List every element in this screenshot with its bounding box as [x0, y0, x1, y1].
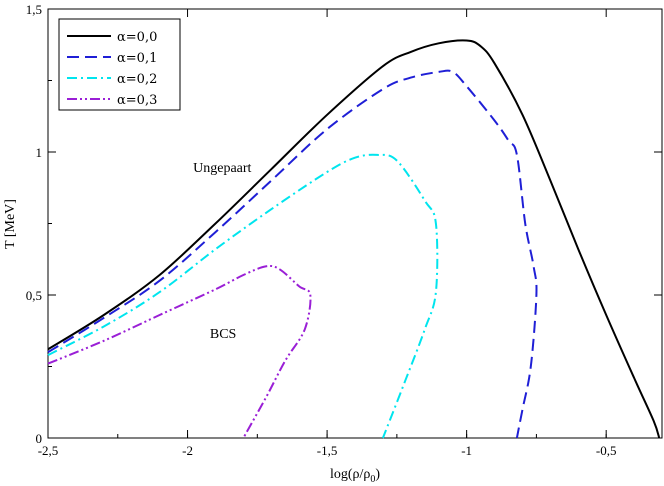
legend-entry-3: α=0,3 — [117, 93, 157, 108]
series-line-3 — [47, 264, 312, 439]
y-tick-label: 0 — [36, 431, 43, 446]
annotation-label-1: BCS — [210, 327, 236, 342]
legend-entry-1: α=0,1 — [117, 51, 157, 66]
x-tick-label: -1 — [461, 443, 472, 458]
y-tick-label: 1,5 — [26, 2, 42, 17]
y-tick-label: 1 — [36, 145, 43, 160]
series-line-2 — [47, 153, 439, 439]
x-tick-label: -1,5 — [317, 443, 338, 458]
annotation-label-0: Ungepaart — [193, 161, 251, 176]
x-axis-label: log(ρ/ρ0) — [330, 467, 380, 485]
y-tick-label: 0,5 — [26, 288, 42, 303]
legend: α=0,0 α=0,1 α=0,2 α=0,3 — [58, 18, 181, 111]
x-tick-label: -2,5 — [38, 443, 59, 458]
axis-ticks: -2,5 -2 -1,5 -1 -0,5 0 0,5 1 1,5 — [26, 2, 662, 458]
series-line-1 — [47, 69, 538, 439]
legend-box — [58, 18, 181, 111]
x-tick-label: -0,5 — [596, 443, 617, 458]
series-line-0 — [47, 39, 661, 439]
annotations: Ungepaart BCS — [193, 161, 251, 342]
legend-entry-0: α=0,0 — [117, 30, 157, 45]
x-tick-label: -2 — [182, 443, 193, 458]
legend-entry-2: α=0,2 — [117, 72, 157, 87]
series-curves — [47, 39, 661, 439]
y-axis-label: T [MeV] — [3, 199, 18, 249]
